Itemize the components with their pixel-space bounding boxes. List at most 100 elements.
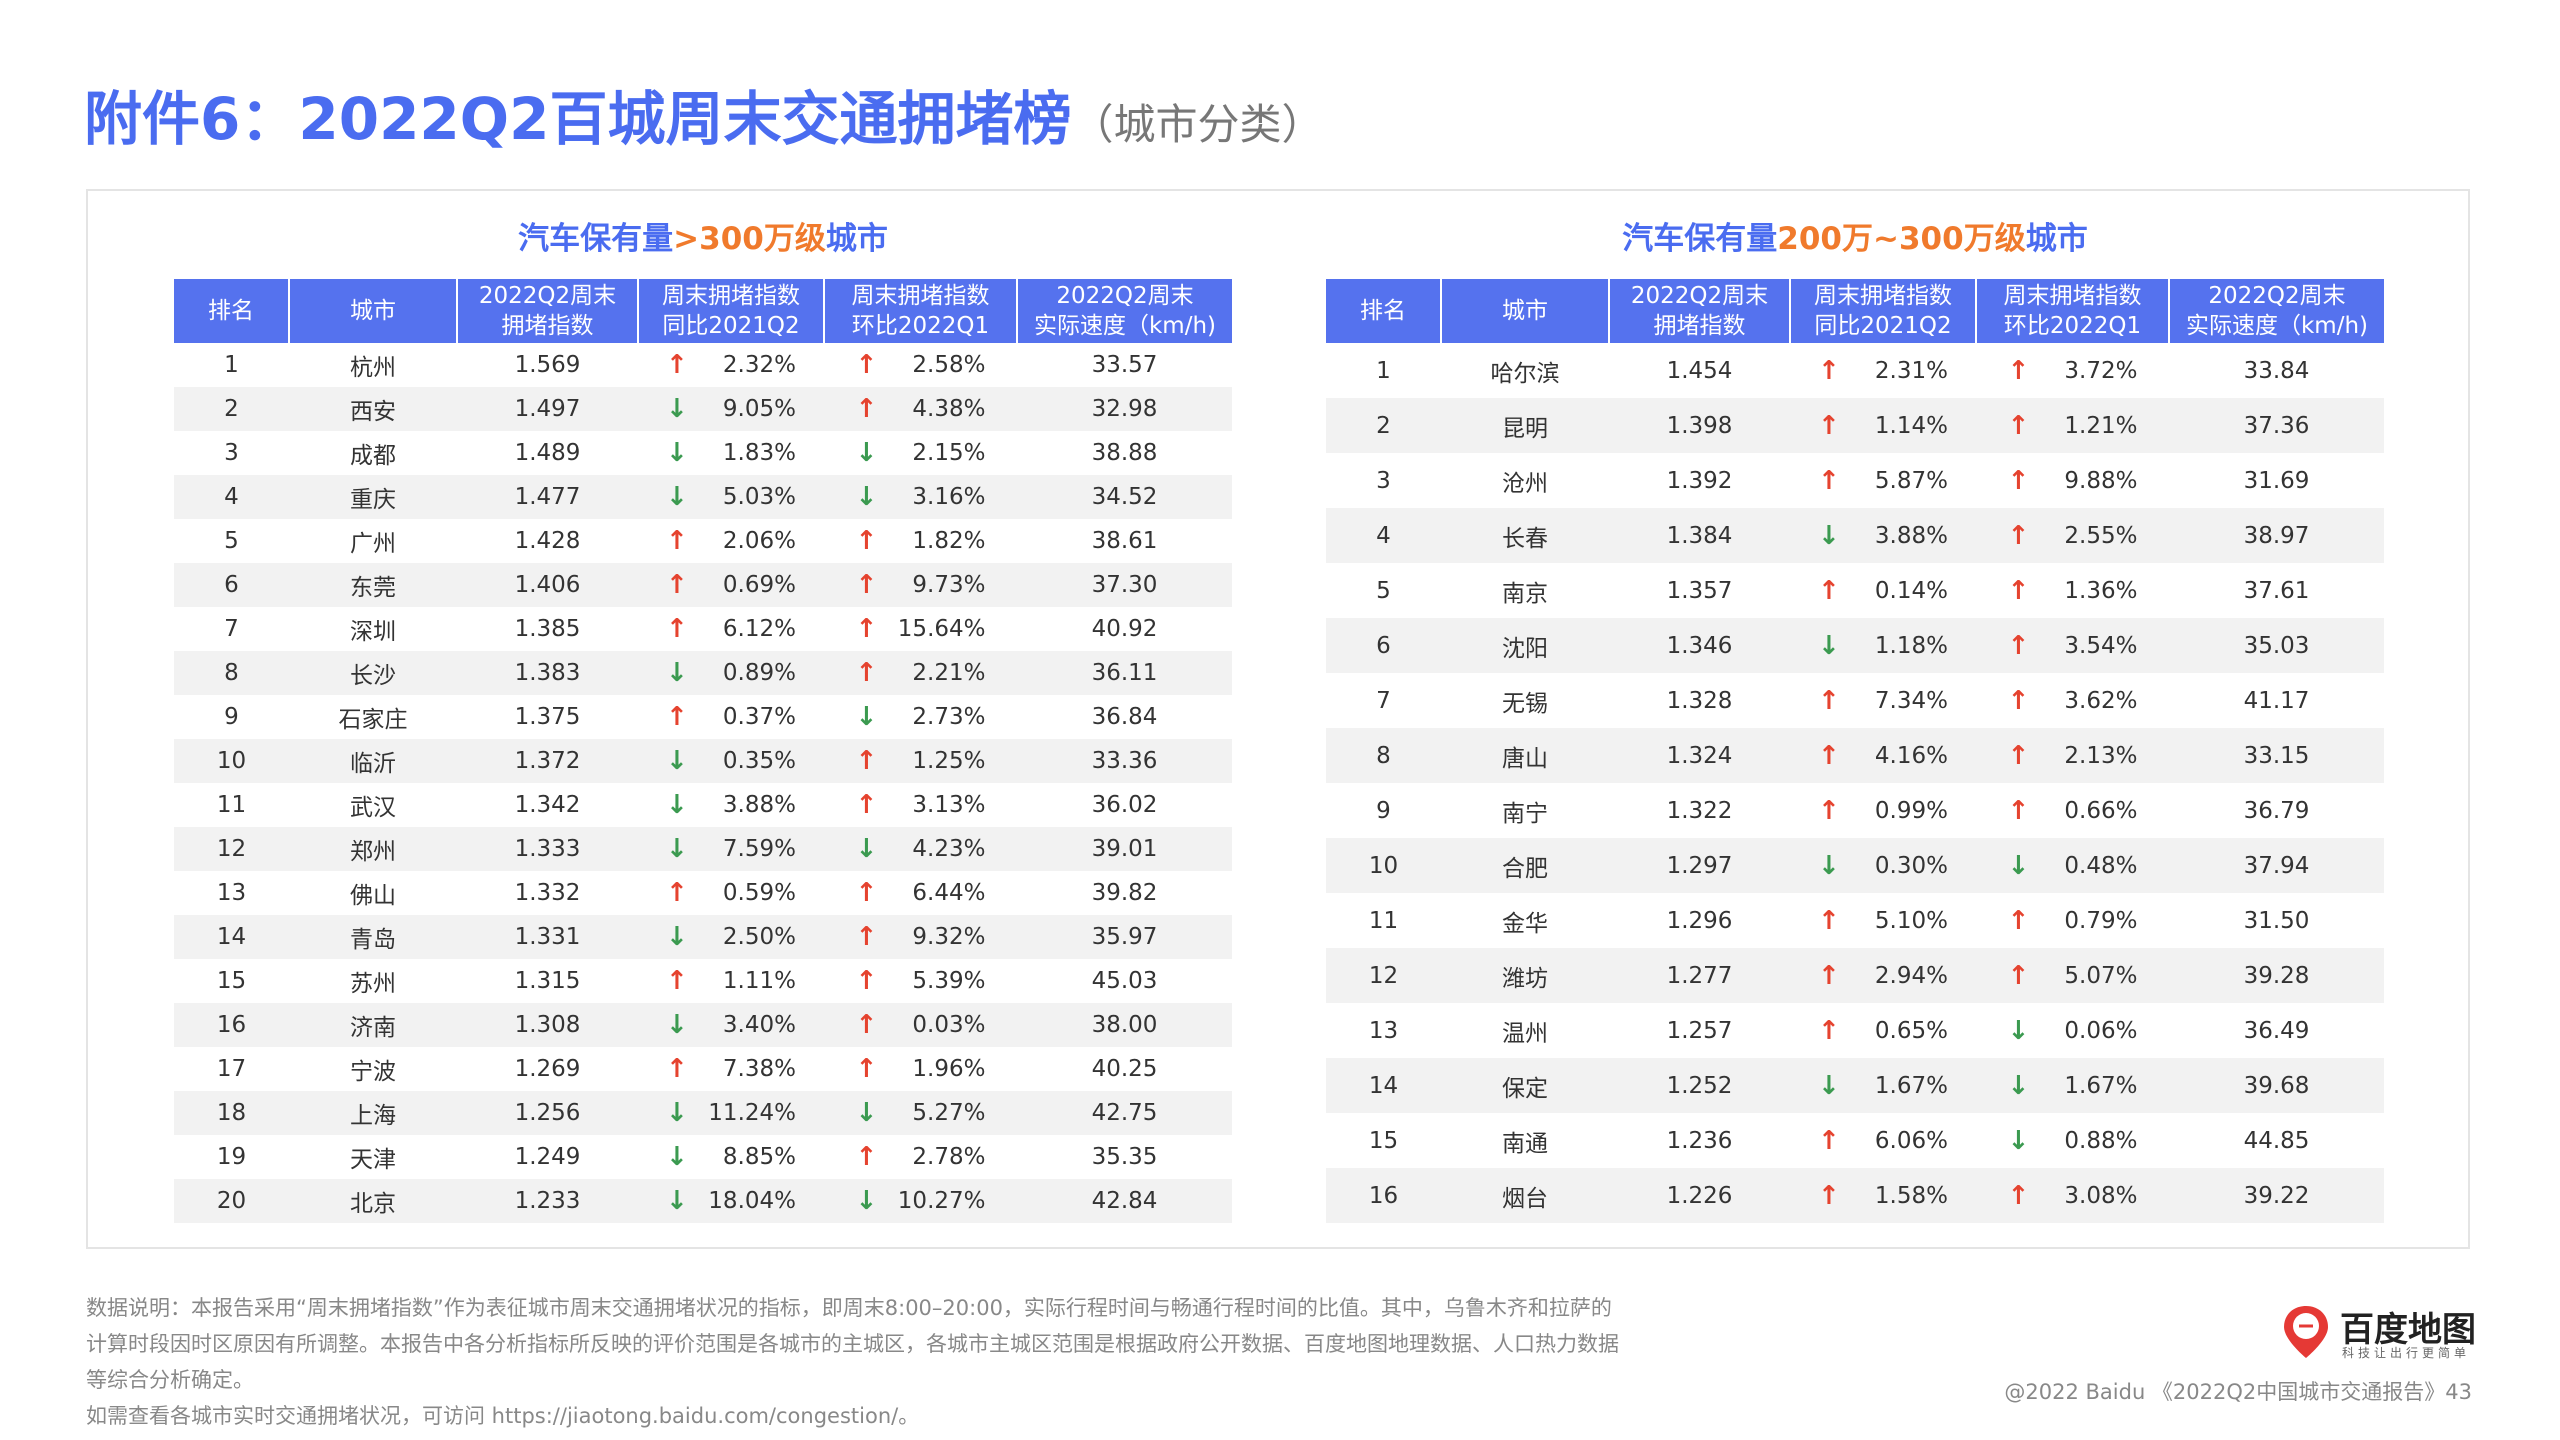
- cell: 36.02: [1091, 792, 1158, 818]
- change-cell: ↑ 0.37%: [638, 695, 824, 739]
- cell: 15: [216, 968, 247, 994]
- cell: 1.497: [457, 387, 638, 431]
- cell: 39.68: [2169, 1058, 2384, 1113]
- change-value: 2.21%: [912, 660, 986, 686]
- notes: 数据说明：本报告采用“周末拥堵指数”作为表征城市周末交通拥堵状况的指标，即周末8…: [86, 1290, 1626, 1434]
- cell: 39.01: [1017, 827, 1232, 871]
- change-value: 1.25%: [912, 748, 986, 774]
- change-value: 9.73%: [912, 572, 986, 598]
- cell: 1.375: [514, 704, 581, 730]
- table-row: 5 南京 1.357 ↑ 0.14% ↑ 1.36% 37.61: [1326, 563, 2384, 618]
- change-cell: ↑ 0.03%: [824, 1003, 1017, 1047]
- change: ↑ 1.25%: [824, 746, 1017, 776]
- change-cell: ↓ 0.06%: [1976, 1003, 2169, 1058]
- change-value: 0.65%: [1874, 1017, 1948, 1044]
- change: ↓ 8.85%: [638, 1142, 824, 1172]
- change-cell: ↓ 2.73%: [824, 695, 1017, 739]
- trend-arrow: ↑: [855, 966, 878, 996]
- change: ↑ 6.44%: [824, 878, 1017, 908]
- change-cell: ↑ 1.82%: [824, 519, 1017, 563]
- change-cell: ↑ 2.31%: [1790, 343, 1976, 398]
- cell: 12: [1326, 948, 1441, 1003]
- cell: 温州: [1502, 1020, 1548, 1047]
- change-cell: ↓ 0.30%: [1790, 838, 1976, 893]
- cell: 11: [216, 792, 247, 818]
- change-value: 1.67%: [2064, 1072, 2138, 1099]
- change-cell: ↓ 0.48%: [1976, 838, 2169, 893]
- table-row: 8 唐山 1.324 ↑ 4.16% ↑ 2.13% 33.15: [1326, 728, 2384, 783]
- cell: 1.296: [1666, 907, 1733, 934]
- trend-arrow: ↓: [1818, 630, 1840, 661]
- cell: 35.97: [1017, 915, 1232, 959]
- change: ↓ 3.16%: [824, 482, 1017, 512]
- change-value: 3.16%: [912, 484, 986, 510]
- change-cell: ↑ 0.99%: [1790, 783, 1976, 838]
- trend-arrow: ↑: [2007, 630, 2030, 661]
- change: ↑ 3.13%: [824, 790, 1017, 820]
- change-value: 2.50%: [722, 924, 796, 950]
- cell: 金华: [1502, 910, 1548, 937]
- change: ↑ 7.34%: [1790, 686, 1976, 716]
- trend-arrow: ↓: [855, 1098, 878, 1128]
- column-header: 周末拥堵指数 环比2022Q1: [1976, 279, 2170, 343]
- change-cell: ↑ 4.38%: [824, 387, 1017, 431]
- trend-arrow: ↓: [855, 702, 878, 732]
- cell: 14: [1326, 1058, 1441, 1113]
- cell: 无锡: [1502, 690, 1548, 717]
- table-row: 10 合肥 1.297 ↓ 0.30% ↓ 0.48% 37.94: [1326, 838, 2384, 893]
- trend-arrow: ↓: [666, 1010, 688, 1040]
- table-row: 16 烟台 1.226 ↑ 1.58% ↑ 3.08% 39.22: [1326, 1168, 2384, 1223]
- change: ↑ 5.10%: [1790, 906, 1976, 936]
- change-cell: ↓ 0.89%: [638, 651, 824, 695]
- change-value: 10.27%: [897, 1188, 986, 1214]
- cell: 11: [1368, 907, 1399, 934]
- trend-arrow: ↓: [855, 482, 878, 512]
- trend-arrow: ↓: [855, 1186, 878, 1216]
- table-row: 17 宁波 1.269 ↑ 7.38% ↑ 1.96% 40.25: [174, 1047, 1232, 1091]
- change-value: 2.06%: [722, 528, 796, 554]
- logo-name: 百度地图: [2340, 1310, 2476, 1350]
- heading-part: 汽车保有量: [518, 221, 674, 257]
- change-cell: ↓ 2.15%: [824, 431, 1017, 475]
- change-value: 0.59%: [722, 880, 796, 906]
- cell: 昆明: [1441, 398, 1609, 453]
- trend-arrow: ↑: [666, 702, 688, 732]
- change: ↑ 0.69%: [638, 570, 824, 600]
- trend-arrow: ↑: [666, 350, 688, 380]
- change-cell: ↓ 0.88%: [1976, 1113, 2169, 1168]
- cell: 37.36: [2169, 398, 2384, 453]
- change-value: 0.99%: [1874, 797, 1948, 824]
- change-cell: ↑ 3.08%: [1976, 1168, 2169, 1223]
- table-row: 19 天津 1.249 ↓ 8.85% ↑ 2.78% 35.35: [174, 1135, 1232, 1179]
- trend-arrow: ↑: [855, 350, 878, 380]
- cell: 1.392: [1666, 467, 1733, 494]
- cell: 2: [1326, 398, 1441, 453]
- trend-arrow: ↑: [1818, 355, 1840, 386]
- change-cell: ↑ 2.78%: [824, 1135, 1017, 1179]
- table-row: 18 上海 1.256 ↓ 11.24% ↓ 5.27% 42.75: [174, 1091, 1232, 1135]
- trend-arrow: ↑: [1818, 1125, 1840, 1156]
- change-cell: ↑ 2.55%: [1976, 508, 2169, 563]
- cell: 16: [174, 1003, 289, 1047]
- change-cell: ↓ 5.27%: [824, 1091, 1017, 1135]
- change-value: 0.79%: [2064, 907, 2138, 934]
- table: 排名 城市 2022Q2周末 拥堵指数 周末拥堵指数 同比2021Q2 周末拥堵指数 环…: [174, 279, 1232, 1223]
- change-value: 9.88%: [2064, 467, 2138, 494]
- cell: 1.277: [1609, 948, 1790, 1003]
- trend-arrow: ↓: [666, 1186, 688, 1216]
- change-cell: ↑ 7.34%: [1790, 673, 1976, 728]
- change-value: 11.24%: [708, 1100, 796, 1126]
- cell: 40.92: [1091, 616, 1158, 642]
- cell: 南京: [1502, 580, 1548, 607]
- heading-part: 汽车保有量: [1622, 221, 1778, 257]
- cell: 北京: [289, 1179, 457, 1223]
- change: ↑ 3.72%: [1976, 356, 2169, 386]
- trend-arrow: ↓: [2007, 1070, 2030, 1101]
- trend-arrow: ↑: [666, 966, 688, 996]
- cell: 沈阳: [1441, 618, 1609, 673]
- trend-arrow: ↓: [666, 790, 688, 820]
- trend-arrow: ↓: [666, 394, 688, 424]
- cell: 14: [174, 915, 289, 959]
- cell: 8: [174, 651, 289, 695]
- cell: 35.35: [1091, 1144, 1158, 1170]
